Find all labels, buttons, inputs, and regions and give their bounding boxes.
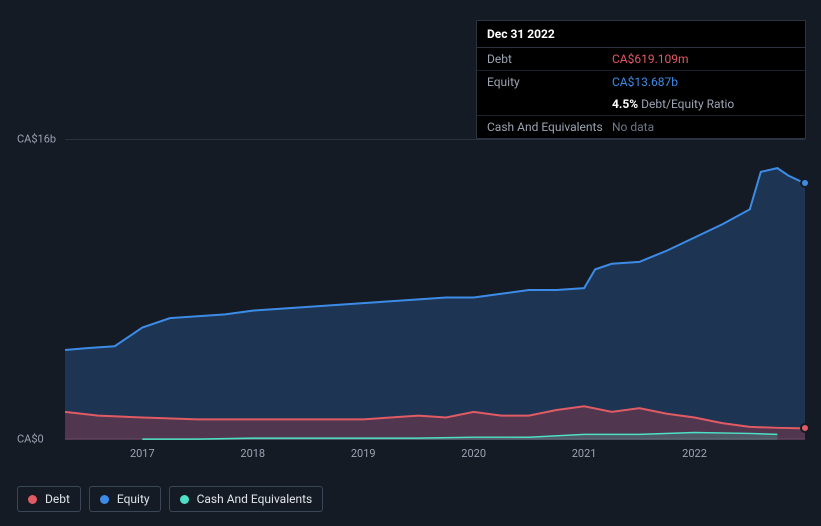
tooltip-row-value: CA$13.687b <box>612 75 795 89</box>
end-marker <box>800 178 810 188</box>
tooltip-ratio-row: 4.5% Debt/Equity Ratio <box>477 93 805 116</box>
ratio-pct: 4.5% <box>612 97 638 111</box>
legend-label: Equity <box>117 492 150 506</box>
x-axis-tick: 2022 <box>682 447 707 460</box>
legend-item[interactable]: Debt <box>17 486 81 512</box>
legend: Debt Equity Cash And Equivalents <box>17 486 323 512</box>
tooltip-cash-label: Cash And Equivalents <box>487 120 612 134</box>
tooltip-row-label: Debt <box>487 52 612 66</box>
y-axis-tick: CA$0 <box>17 433 62 446</box>
tooltip-date: Dec 31 2022 <box>477 21 805 48</box>
plot-area[interactable] <box>65 139 805 439</box>
ratio-label: Debt/Equity Ratio <box>641 97 734 111</box>
tooltip-cash-row: Cash And Equivalents No data <box>477 116 805 138</box>
legend-item[interactable]: Equity <box>89 486 161 512</box>
chart-area: 2017 2018 2019 2020 2021 2022 CA$0 CA$16b <box>17 125 805 470</box>
series-area <box>65 168 805 440</box>
tooltip-rows: DebtCA$619.109mEquityCA$13.687b <box>477 48 805 93</box>
tooltip-ratio-spacer <box>487 97 612 111</box>
x-axis-tick: 2020 <box>461 447 486 460</box>
legend-label: Cash And Equivalents <box>197 492 313 506</box>
end-marker <box>800 423 810 433</box>
legend-dot-icon <box>180 495 189 504</box>
tooltip-row: EquityCA$13.687b <box>477 71 805 93</box>
y-axis-tick: CA$16b <box>17 133 62 146</box>
tooltip-row-label: Equity <box>487 75 612 89</box>
legend-label: Debt <box>45 492 70 506</box>
chart-container: Dec 31 2022 DebtCA$619.109mEquityCA$13.6… <box>0 0 821 526</box>
x-axis-tick: 2019 <box>351 447 376 460</box>
tooltip-ratio-value: 4.5% Debt/Equity Ratio <box>612 97 795 111</box>
x-axis-tick: 2017 <box>130 447 155 460</box>
x-axis-tick: 2018 <box>240 447 265 460</box>
tooltip-cash-value: No data <box>612 120 795 134</box>
x-axis-tick: 2021 <box>572 447 597 460</box>
tooltip-row-value: CA$619.109m <box>612 52 795 66</box>
legend-dot-icon <box>28 495 37 504</box>
legend-dot-icon <box>100 495 109 504</box>
tooltip-row: DebtCA$619.109m <box>477 48 805 71</box>
legend-item[interactable]: Cash And Equivalents <box>169 486 324 512</box>
data-tooltip: Dec 31 2022 DebtCA$619.109mEquityCA$13.6… <box>476 20 806 139</box>
chart-svg <box>65 140 805 440</box>
x-axis: 2017 2018 2019 2020 2021 2022 <box>65 447 805 467</box>
